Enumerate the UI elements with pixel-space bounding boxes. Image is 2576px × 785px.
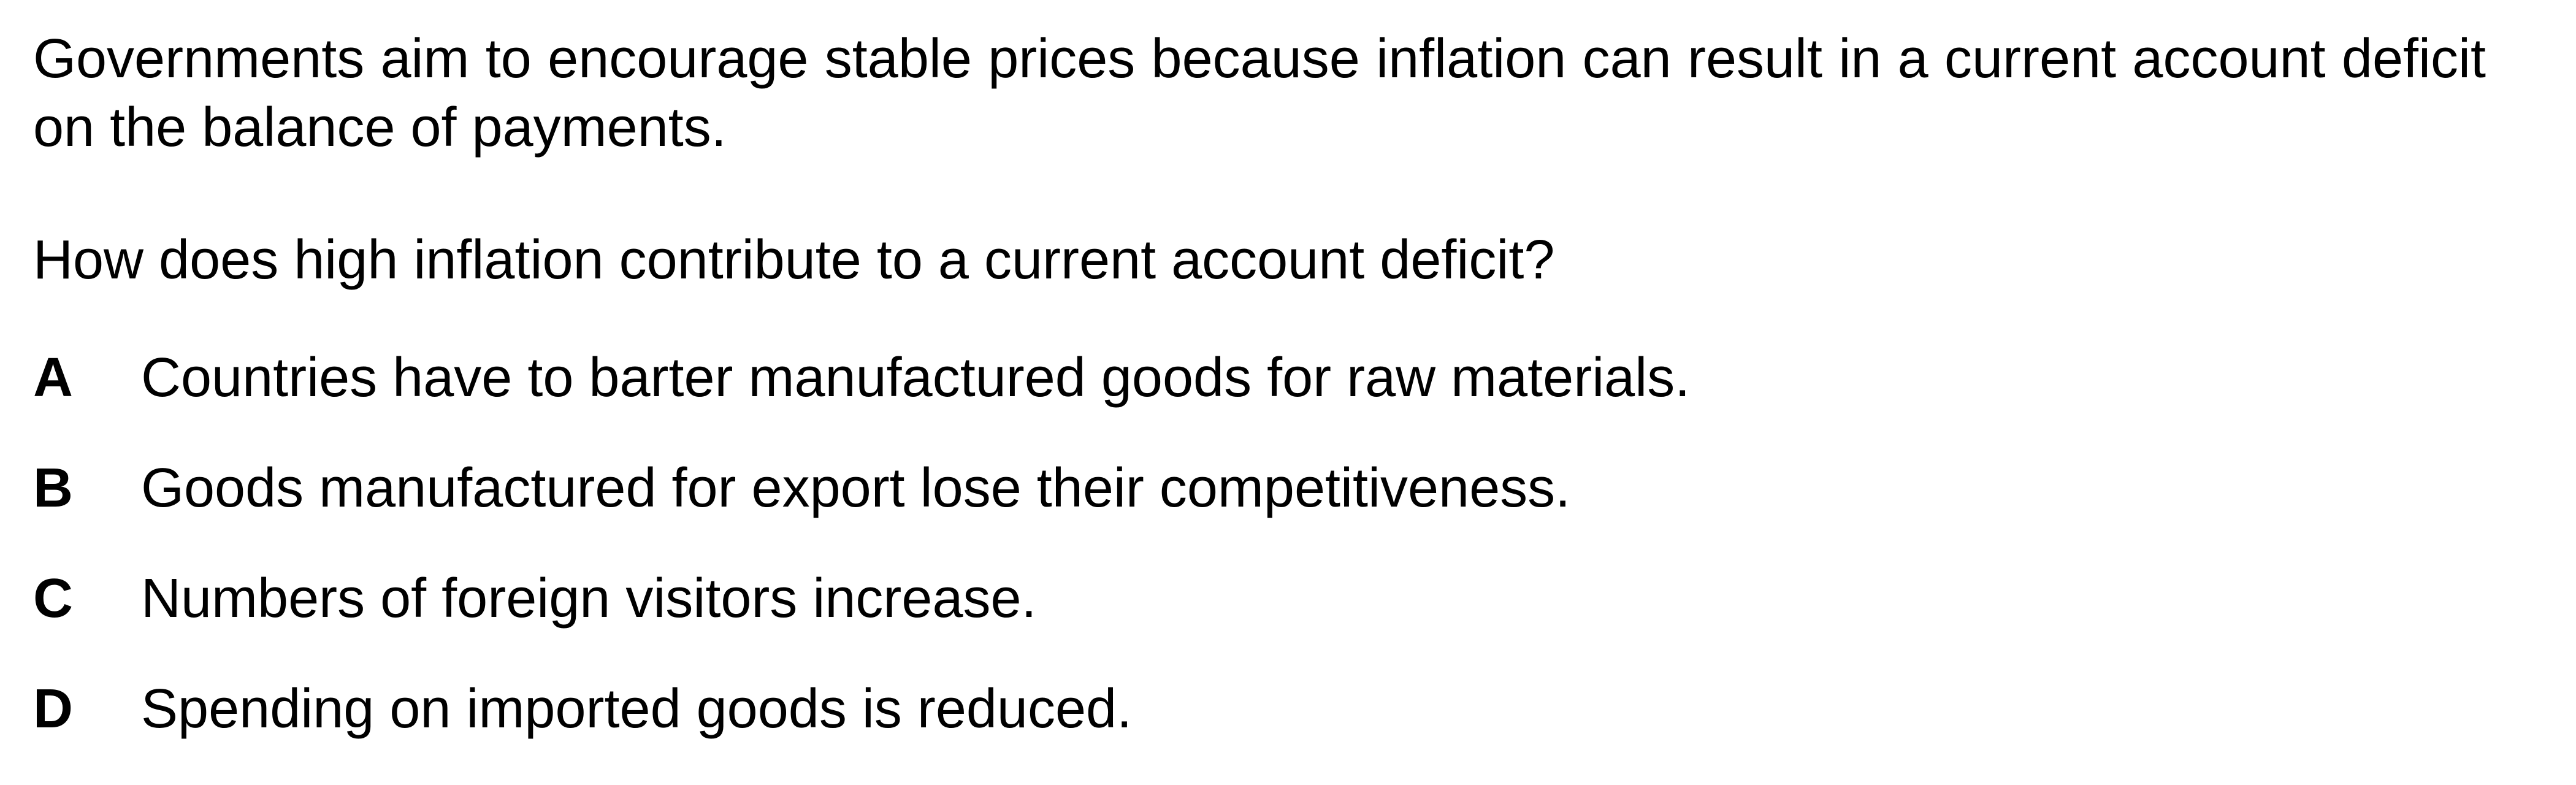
option-letter: C xyxy=(33,568,73,629)
question-page: Governments aim to encourage stable pric… xyxy=(33,25,2486,785)
option-letter: A xyxy=(33,347,73,408)
option-c[interactable]: C Numbers of foreign visitors increase. xyxy=(33,564,2486,633)
option-text: Countries have to barter manufactured go… xyxy=(141,347,1691,408)
option-letter: B xyxy=(33,458,73,519)
question-prompt: How does high inflation contribute to a … xyxy=(33,229,1555,291)
option-text: Spending on imported goods is reduced. xyxy=(141,678,1133,740)
question-stem: Governments aim to encourage stable pric… xyxy=(33,28,2486,158)
option-letter: D xyxy=(33,678,73,740)
option-a[interactable]: A Countries have to barter manufactured … xyxy=(33,343,2486,412)
answer-options: A Countries have to barter manufactured … xyxy=(33,343,2486,743)
option-text: Goods manufactured for export lose their… xyxy=(141,458,1571,519)
option-b[interactable]: B Goods manufactured for export lose the… xyxy=(33,454,2486,523)
option-d[interactable]: D Spending on imported goods is reduced. xyxy=(33,675,2486,743)
option-text: Numbers of foreign visitors increase. xyxy=(141,568,1037,629)
